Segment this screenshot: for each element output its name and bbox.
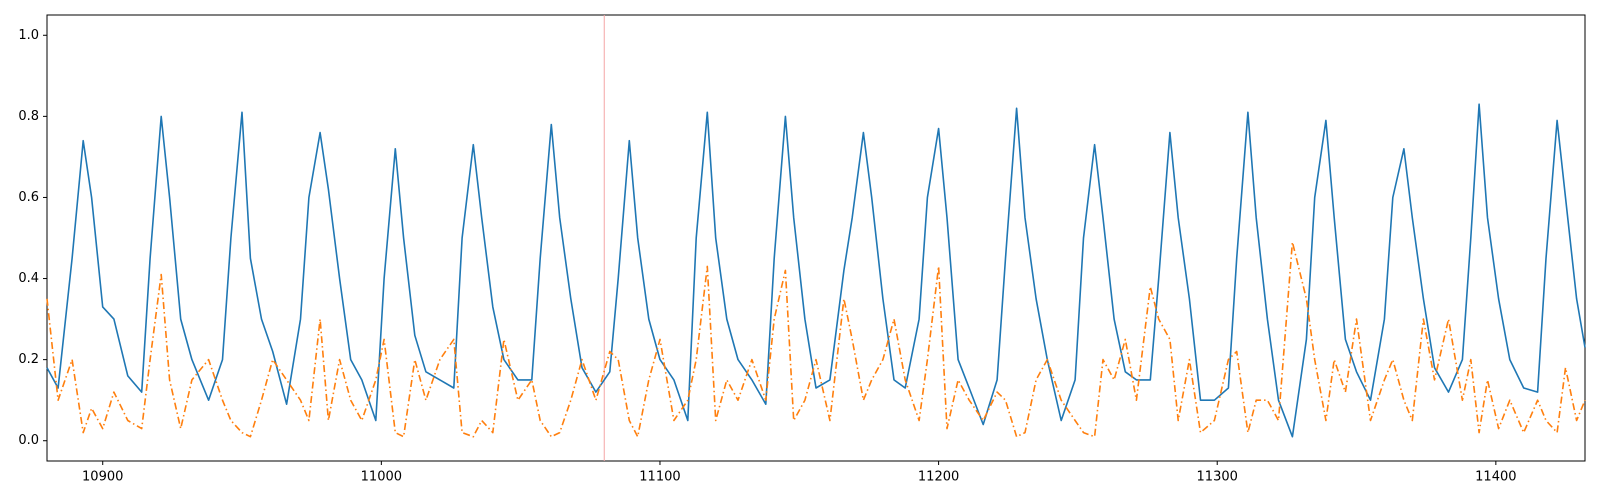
y-tick-label: 0.6 <box>18 190 39 205</box>
y-tick-label: 1.0 <box>18 28 39 43</box>
series-line <box>46 241 1586 438</box>
y-tick-label: 0.0 <box>18 433 39 448</box>
x-tick-label: 11100 <box>639 470 680 485</box>
series-line <box>46 103 1586 438</box>
x-tick-label: 11200 <box>918 470 959 485</box>
x-tick-label: 11000 <box>361 470 402 485</box>
y-tick-label: 0.8 <box>18 109 39 124</box>
y-tick-label: 0.2 <box>18 352 39 367</box>
x-tick-label: 11400 <box>1475 470 1516 485</box>
x-tick-label: 11300 <box>1197 470 1238 485</box>
y-tick-label: 0.4 <box>18 271 39 286</box>
plot-frame <box>46 14 1586 462</box>
x-tick-label: 10900 <box>82 470 123 485</box>
